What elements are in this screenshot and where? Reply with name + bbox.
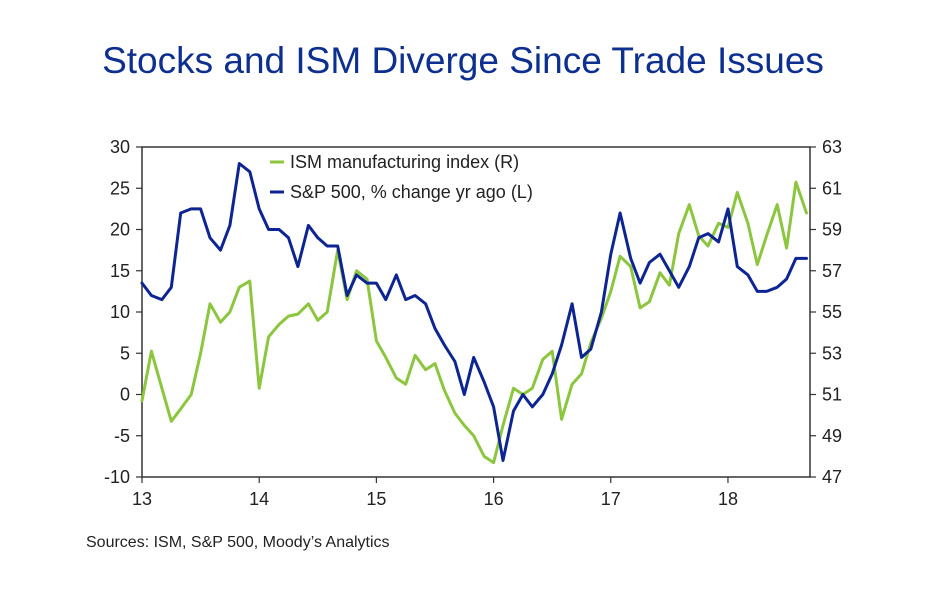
right-tick-label: 61 [822, 178, 842, 198]
right-tick-label: 57 [822, 261, 842, 281]
left-tick-label: 20 [110, 220, 130, 240]
left-tick-label: 5 [120, 343, 130, 363]
left-tick-label: 0 [120, 385, 130, 405]
x-tick-label: 18 [718, 489, 738, 509]
right-tick-label: 53 [822, 343, 842, 363]
left-tick-label: 15 [110, 261, 130, 281]
right-axis: 47 49 51 53 55 57 59 61 63 [810, 137, 842, 487]
ism-series-line [140, 180, 808, 465]
x-tick-label: 16 [484, 489, 504, 509]
left-axis: -10 -5 0 5 10 15 20 25 30 [104, 137, 142, 487]
x-tick-label: 17 [601, 489, 621, 509]
left-tick-label: 10 [110, 302, 130, 322]
sp500-series-line [140, 162, 808, 462]
x-tick-label: 15 [366, 489, 386, 509]
source-note: Sources: ISM, S&P 500, Moody’s Analytics [86, 534, 390, 551]
right-tick-label: 51 [822, 385, 842, 405]
legend-label: ISM manufacturing index (R) [290, 152, 519, 172]
left-tick-label: 30 [110, 137, 130, 157]
right-tick-label: 63 [822, 137, 842, 157]
right-tick-label: 49 [822, 426, 842, 446]
legend-label: S&P 500, % change yr ago (L) [290, 182, 533, 202]
chart-title: Stocks and ISM Diverge Since Trade Issue… [102, 40, 824, 81]
x-axis: 13 14 15 16 17 18 [132, 477, 738, 509]
series-group [140, 162, 808, 465]
x-tick-label: 13 [132, 489, 152, 509]
left-tick-label: -10 [104, 467, 130, 487]
x-tick-label: 14 [249, 489, 269, 509]
right-tick-label: 59 [822, 220, 842, 240]
legend: ISM manufacturing index (R) S&P 500, % ch… [270, 152, 533, 202]
left-tick-label: -5 [114, 426, 130, 446]
right-tick-label: 47 [822, 467, 842, 487]
left-tick-label: 25 [110, 178, 130, 198]
right-tick-label: 55 [822, 302, 842, 322]
